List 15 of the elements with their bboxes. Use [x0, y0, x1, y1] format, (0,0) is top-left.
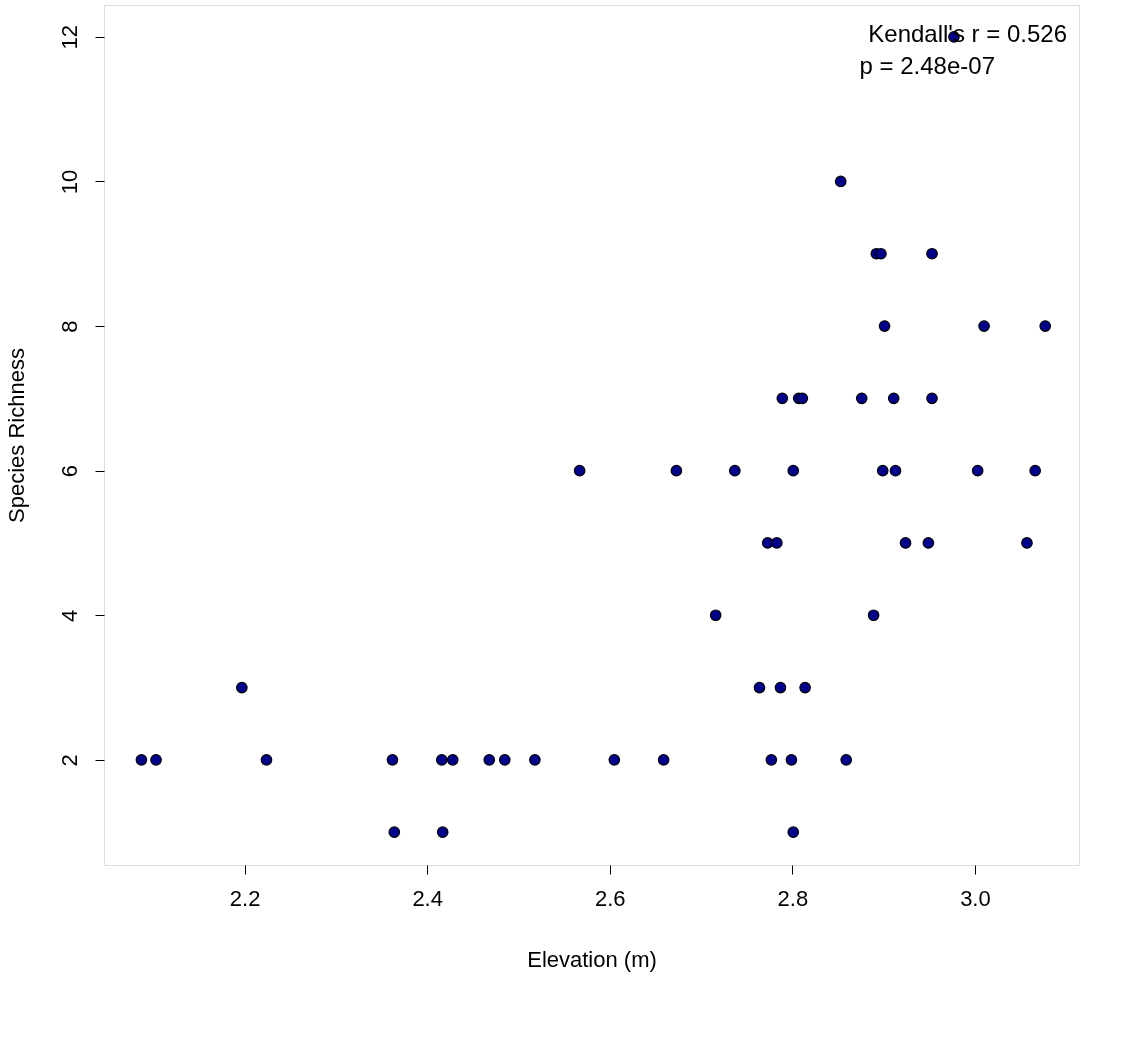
x-tick-label: 3.0	[960, 885, 991, 911]
y-tick-label: 6	[56, 465, 82, 478]
x-tick-label: 2.2	[229, 885, 261, 911]
annotation: p = 2.48e-07	[859, 52, 995, 79]
y-tick-label: 8	[56, 320, 82, 333]
annotation: Kendall's r = 0.526	[868, 20, 1067, 47]
y-tick-label: 2	[56, 754, 82, 767]
y-axis-title: Species Richness	[3, 348, 29, 523]
x-axis-title: Elevation (m)	[527, 946, 657, 972]
x-tick-label: 2.6	[594, 885, 626, 911]
x-tick-label: 2.8	[777, 885, 809, 911]
y-tick-label: 10	[56, 169, 82, 195]
y-tick-label: 4	[56, 609, 82, 622]
y-tick-label: 12	[56, 25, 82, 50]
x-tick-label: 2.4	[412, 885, 443, 911]
